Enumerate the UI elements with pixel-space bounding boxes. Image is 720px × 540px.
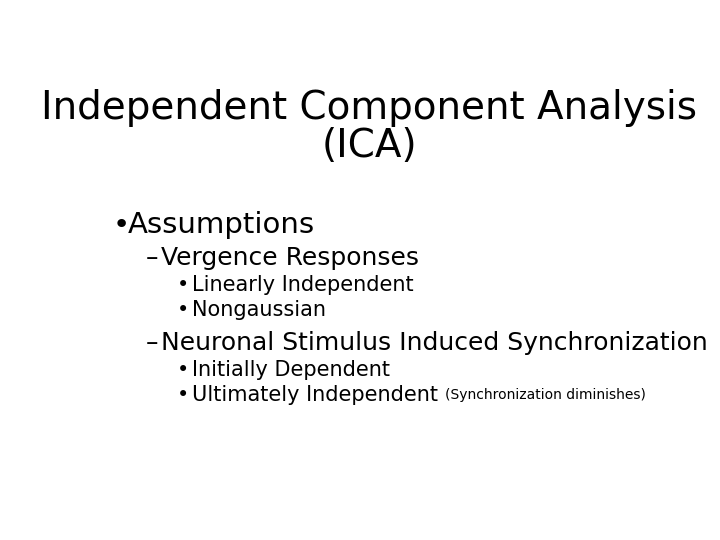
Text: Ultimately Independent: Ultimately Independent [192,386,445,406]
Text: –: – [145,246,158,270]
Text: –: – [145,332,158,355]
Text: Assumptions: Assumptions [128,211,315,239]
Text: •: • [112,211,130,239]
Text: •: • [176,360,189,380]
Text: Neuronal Stimulus Induced Synchronization: Neuronal Stimulus Induced Synchronizatio… [161,332,708,355]
Text: Linearly Independent: Linearly Independent [192,275,414,295]
Text: •: • [176,275,189,295]
Text: •: • [176,386,189,406]
Text: (ICA): (ICA) [321,127,417,165]
Text: (Synchronization diminishes): (Synchronization diminishes) [445,388,646,402]
Text: Nongaussian: Nongaussian [192,300,326,320]
Text: Vergence Responses: Vergence Responses [161,246,420,270]
Text: Initially Dependent: Initially Dependent [192,360,390,380]
Text: Independent Component Analysis: Independent Component Analysis [41,90,697,127]
Text: •: • [176,300,189,320]
